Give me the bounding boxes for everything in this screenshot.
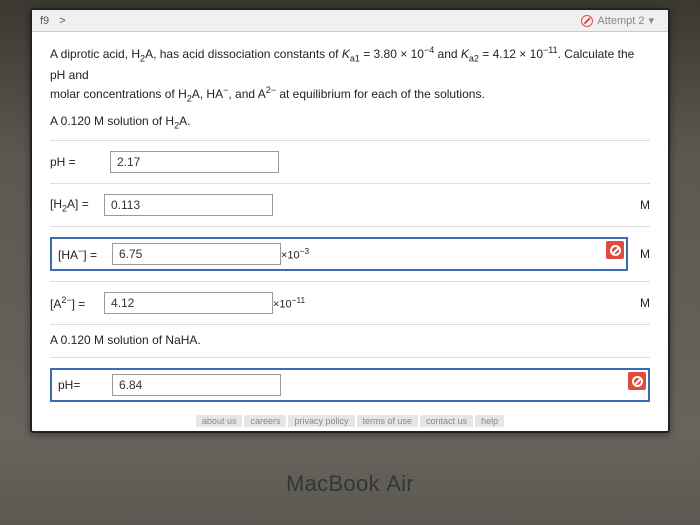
top-label-chevron: > <box>59 15 65 27</box>
a2-exponent: ×10−11 <box>273 296 305 311</box>
ph-input[interactable] <box>110 151 279 173</box>
footer-privacy[interactable]: privacy policy <box>288 415 354 427</box>
ha-input[interactable] <box>112 243 281 265</box>
top-bar: f9 > Attempt 2 ▾ <box>32 10 668 32</box>
footer-help[interactable]: help <box>475 415 504 427</box>
error-icon <box>606 241 624 259</box>
divider <box>50 281 650 282</box>
footer-about[interactable]: about us <box>196 415 243 427</box>
ph-label: pH = <box>50 155 104 169</box>
h2a-label: [H2A] = <box>50 197 104 213</box>
footer-links: about us careers privacy policy terms of… <box>32 415 668 427</box>
divider <box>50 183 650 184</box>
h2a-input[interactable] <box>104 194 273 216</box>
a2-unit: M <box>640 296 650 310</box>
ha-unit: M <box>640 247 650 261</box>
ha-row: [HA−] = ×10−3 M <box>50 237 650 271</box>
divider <box>50 357 650 358</box>
part-a-prompt: A 0.120 M solution of H2A. <box>50 114 650 130</box>
ph-b-row: pH= <box>50 368 650 402</box>
chevron-down-icon: ▾ <box>648 14 654 27</box>
content-area: A diprotic acid, H2A, has acid dissociat… <box>32 32 668 424</box>
footer-terms[interactable]: terms of use <box>357 415 419 427</box>
h2a-unit: M <box>640 198 650 212</box>
divider <box>50 226 650 227</box>
ph-row: pH = <box>50 151 650 173</box>
part-b-prompt: A 0.120 M solution of NaHA. <box>50 333 650 347</box>
attempt-label: Attempt 2 <box>597 15 644 27</box>
attempt-badge: Attempt 2 ▾ <box>575 13 660 28</box>
ph-b-input[interactable] <box>112 374 281 396</box>
ph-b-label: pH= <box>58 378 112 392</box>
divider <box>50 324 650 325</box>
top-label-f9: f9 <box>40 15 49 27</box>
error-icon <box>628 372 646 390</box>
h2a-row: [H2A] = M <box>50 194 650 216</box>
footer-contact[interactable]: contact us <box>420 415 473 427</box>
laptop-brand: MacBook Air <box>0 471 700 497</box>
footer-careers[interactable]: careers <box>244 415 286 427</box>
problem-statement: A diprotic acid, H2A, has acid dissociat… <box>50 44 650 106</box>
ha-exponent: ×10−3 <box>281 247 309 262</box>
ha-label: [HA−] = <box>58 246 112 262</box>
screen: f9 > Attempt 2 ▾ A diprotic acid, H2A, h… <box>30 8 670 433</box>
no-entry-icon <box>581 15 593 27</box>
a2-input[interactable] <box>104 292 273 314</box>
a2-label: [A2−] = <box>50 295 104 311</box>
divider <box>50 140 650 141</box>
a2-row: [A2−] = ×10−11 M <box>50 292 650 314</box>
